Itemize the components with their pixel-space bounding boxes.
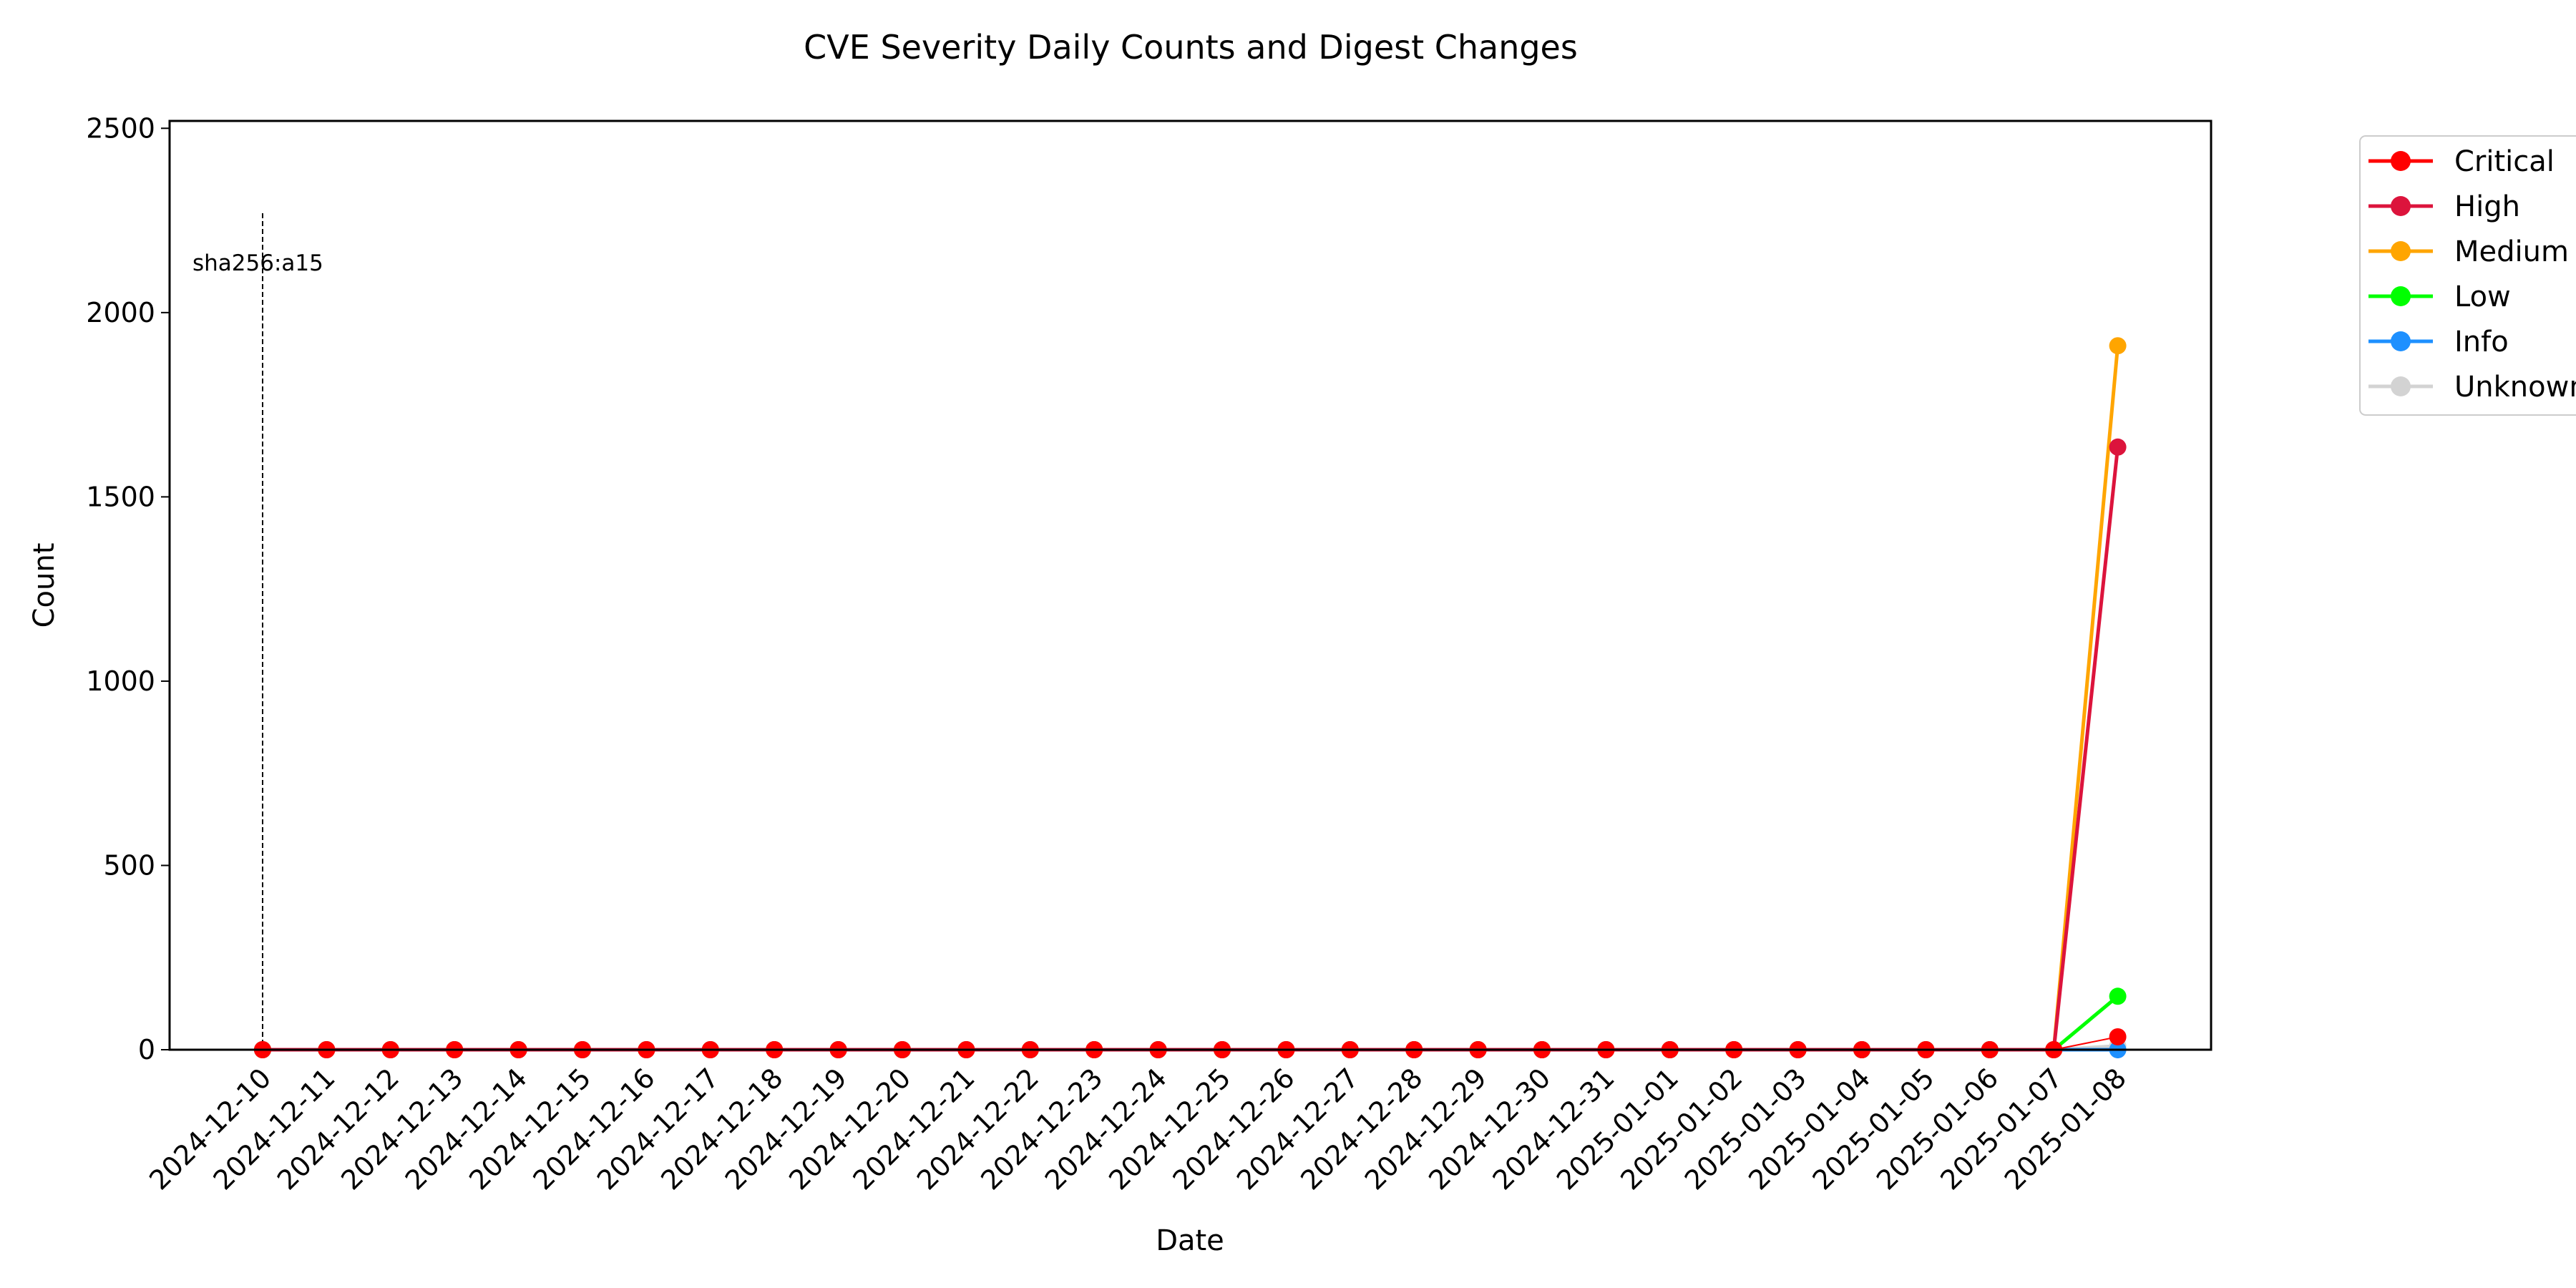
legend-label: Critical [2454, 145, 2555, 178]
series-line [263, 995, 2119, 1052]
y-axis-label: Count [28, 543, 61, 628]
x-axis-label: Date [1156, 1224, 1224, 1257]
y-tick-label: 500 [103, 849, 155, 881]
legend-swatch-marker [2391, 196, 2411, 216]
legend-label: High [2454, 190, 2520, 223]
legend-swatch-marker [2391, 376, 2411, 396]
series-line [263, 447, 2120, 1052]
data-point [2109, 337, 2127, 355]
series-low [254, 987, 2127, 1058]
y-tick-label: 1000 [86, 665, 155, 697]
chart-title: CVE Severity Daily Counts and Digest Cha… [804, 28, 1578, 67]
legend-label: Low [2454, 280, 2511, 313]
y-tick-label: 2500 [86, 112, 155, 144]
legend-swatch-marker [2391, 241, 2411, 261]
legend-label: Info [2454, 326, 2509, 358]
legend-swatch-marker [2391, 331, 2411, 351]
legend-label: Unknown [2454, 371, 2576, 404]
axis-ticks: 050010001500200025002024-12-102024-12-11… [86, 112, 2132, 1196]
legend-swatch-marker [2391, 286, 2411, 306]
series-critical [254, 1028, 2127, 1058]
digest-change-label: sha256:a15 [192, 250, 323, 276]
y-tick-label: 2000 [86, 297, 155, 328]
legend-swatch-marker [2391, 151, 2411, 171]
series-high [254, 438, 2127, 1058]
plot-area-frame [168, 119, 2212, 1051]
series-lines [254, 337, 2127, 1058]
legend: Critical High Medium Low Info Unknown [2359, 135, 2576, 416]
data-point [2109, 438, 2127, 456]
series-line [263, 1036, 2118, 1050]
series-line [263, 345, 2120, 1052]
series-unknown [254, 1037, 2127, 1058]
data-point [2109, 1028, 2127, 1045]
series-medium [254, 337, 2127, 1058]
y-tick-label: 0 [138, 1034, 155, 1065]
legend-label: Medium [2454, 235, 2569, 268]
data-point [2109, 987, 2127, 1005]
y-tick-label: 1500 [86, 481, 155, 512]
digest-annotations: sha256:a15 [192, 213, 323, 1050]
